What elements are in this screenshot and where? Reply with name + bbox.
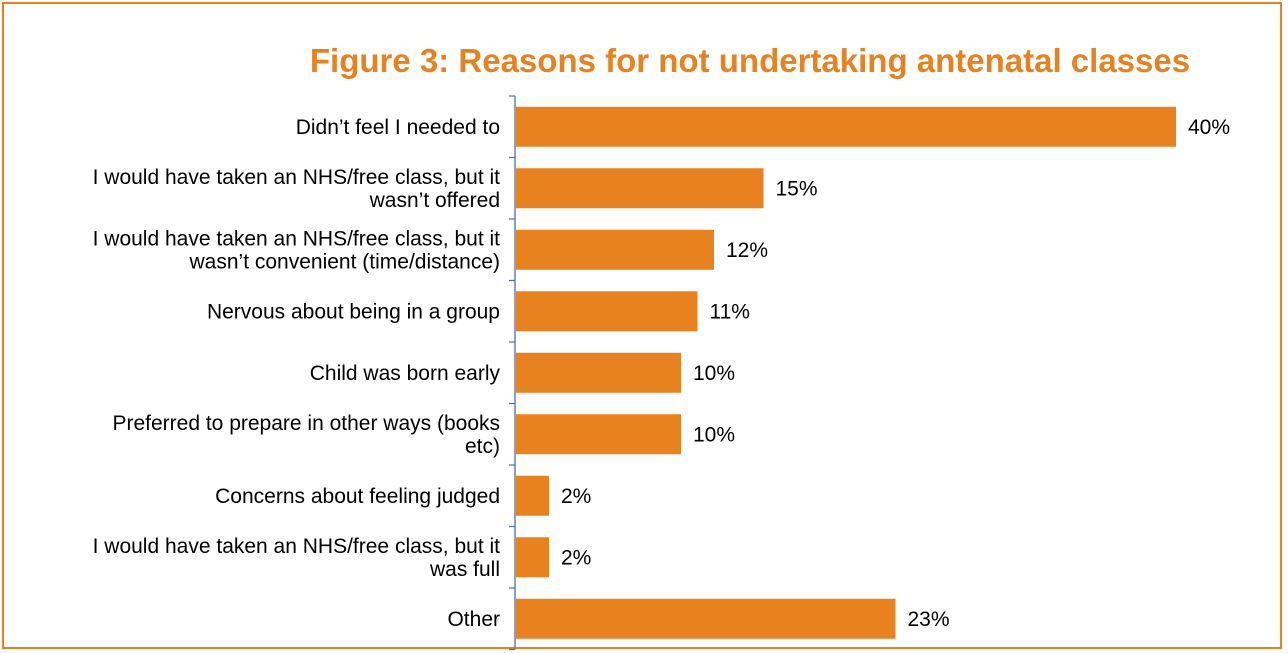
bar bbox=[516, 414, 681, 455]
category-label-line: I would have taken an NHS/free class, bu… bbox=[93, 535, 501, 558]
category-label-line: Nervous about being in a group bbox=[207, 300, 500, 323]
category-label-line: etc) bbox=[465, 435, 500, 458]
data-label: 10% bbox=[693, 362, 735, 385]
bar bbox=[516, 352, 681, 393]
category-label-line: I would have taken an NHS/free class, bu… bbox=[93, 227, 501, 250]
category-label-line: Didn’t feel I needed to bbox=[296, 116, 500, 139]
category-label: Nervous about being in a group bbox=[207, 300, 500, 323]
category-label: Concerns about feeling judged bbox=[215, 485, 500, 508]
category-label-line: wasn’t convenient (time/distance) bbox=[189, 250, 500, 273]
category-label-line: Preferred to prepare in other ways (book… bbox=[112, 412, 500, 435]
data-label: 10% bbox=[693, 423, 735, 446]
bar bbox=[516, 168, 764, 209]
category-label-line: Child was born early bbox=[310, 362, 501, 385]
category-label: I would have taken an NHS/free class, bu… bbox=[93, 227, 501, 273]
category-label: Preferred to prepare in other ways (book… bbox=[112, 412, 500, 458]
data-label: 12% bbox=[726, 239, 768, 262]
data-label: 23% bbox=[908, 608, 950, 631]
category-label-line: Other bbox=[447, 608, 500, 631]
bar bbox=[516, 106, 1176, 147]
category-label-line: wasn’t offered bbox=[369, 189, 500, 212]
bar bbox=[516, 229, 714, 270]
bar bbox=[516, 291, 698, 332]
category-label: I would have taken an NHS/free class, bu… bbox=[93, 166, 501, 212]
data-label: 15% bbox=[776, 177, 818, 200]
data-label: 40% bbox=[1188, 116, 1230, 139]
bar bbox=[516, 537, 549, 578]
category-label: Didn’t feel I needed to bbox=[296, 116, 500, 139]
category-label-line: I would have taken an NHS/free class, bu… bbox=[93, 166, 501, 189]
data-label: 11% bbox=[710, 300, 750, 323]
category-label-line: Concerns about feeling judged bbox=[215, 485, 500, 508]
data-label: 2% bbox=[561, 546, 591, 569]
data-label: 2% bbox=[561, 485, 591, 508]
bar bbox=[516, 598, 896, 639]
category-label: Other bbox=[447, 608, 500, 631]
category-label: Child was born early bbox=[310, 362, 501, 385]
bar bbox=[516, 475, 549, 516]
chart-title: Figure 3: Reasons for not undertaking an… bbox=[309, 42, 1191, 79]
category-label-line: was full bbox=[429, 558, 500, 581]
category-label: I would have taken an NHS/free class, bu… bbox=[93, 535, 501, 581]
